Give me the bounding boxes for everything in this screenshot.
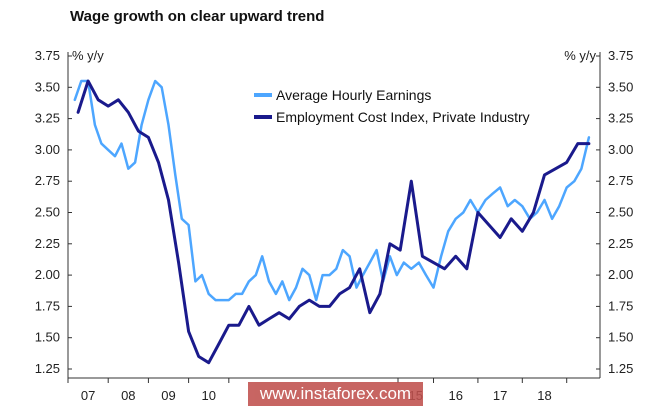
- y-tick-label-left: 3.00: [35, 142, 60, 157]
- x-tick-label: 08: [121, 388, 135, 403]
- y-tick-label-left: 3.75: [35, 48, 60, 63]
- x-tick-label: 09: [161, 388, 175, 403]
- legend-label: Average Hourly Earnings: [276, 87, 431, 103]
- x-tick-label: 17: [493, 388, 507, 403]
- x-tick-label: 16: [448, 388, 462, 403]
- y-unit-left: % y/y: [72, 48, 104, 63]
- chart-title: Wage growth on clear upward trend: [70, 8, 325, 25]
- y-unit-right: % y/y: [564, 48, 596, 63]
- y-tick-label-left: 1.25: [35, 361, 60, 376]
- y-tick-label-right: 2.50: [608, 205, 633, 220]
- y-tick-label-left: 3.25: [35, 111, 60, 126]
- y-tick-label-right: 3.00: [608, 142, 633, 157]
- y-tick-label-right: 2.25: [608, 236, 633, 251]
- x-tick-label: 10: [201, 388, 215, 403]
- y-tick-label-left: 1.75: [35, 298, 60, 313]
- series-line-employment-cost-index: [76, 79, 591, 365]
- y-tick-label-left: 1.50: [35, 330, 60, 345]
- x-tick-label: 18: [537, 388, 551, 403]
- y-tick-label-right: 3.75: [608, 48, 633, 63]
- series-line-average-hourly-earnings: [73, 79, 591, 302]
- y-tick-label-right: 2.00: [608, 267, 633, 282]
- y-tick-label-left: 2.75: [35, 173, 60, 188]
- y-tick-label-left: 3.50: [35, 79, 60, 94]
- watermark: www.instaforex.com: [248, 382, 423, 406]
- x-tick-label: 07: [81, 388, 95, 403]
- y-tick-label-right: 1.25: [608, 361, 633, 376]
- y-tick-label-right: 1.50: [608, 330, 633, 345]
- y-tick-label-left: 2.00: [35, 267, 60, 282]
- y-tick-label-right: 3.50: [608, 79, 633, 94]
- y-tick-label-left: 2.50: [35, 205, 60, 220]
- y-tick-label-left: 2.25: [35, 236, 60, 251]
- y-tick-label-right: 1.75: [608, 298, 633, 313]
- y-tick-label-right: 2.75: [608, 173, 633, 188]
- legend-label: Employment Cost Index, Private Industry: [276, 109, 530, 125]
- y-tick-label-right: 3.25: [608, 111, 633, 126]
